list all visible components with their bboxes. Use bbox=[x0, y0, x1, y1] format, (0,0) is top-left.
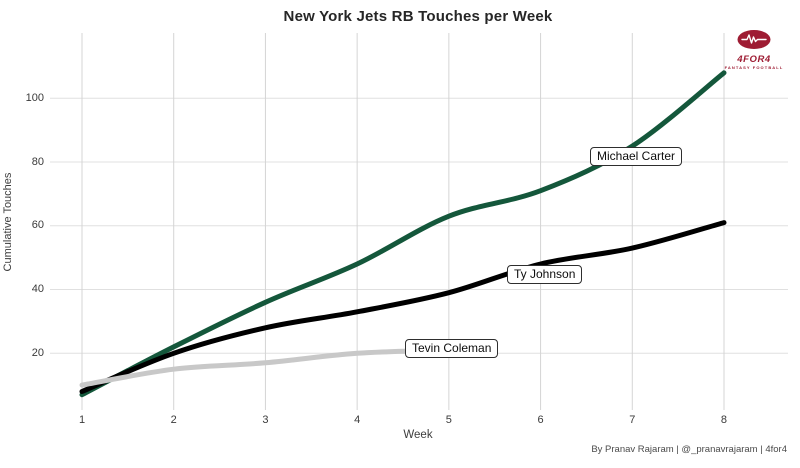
brand-logo: 4FOR4 FANTASY FOOTBALL bbox=[714, 29, 794, 70]
x-tick-label: 1 bbox=[78, 414, 86, 426]
series-line-ty-johnson bbox=[79, 220, 727, 394]
x-tick-label: 6 bbox=[537, 414, 544, 426]
h-gridlines bbox=[50, 97, 788, 354]
attribution-text: By Pranav Rajaram | @_pranavrajaram | 4f… bbox=[591, 444, 787, 455]
x-tick-label: 8 bbox=[720, 414, 728, 426]
series-label-michael-carter: Michael Carter bbox=[590, 147, 683, 166]
y-tick-label: 20 bbox=[31, 346, 44, 359]
brand-tagline: FANTASY FOOTBALL bbox=[724, 65, 784, 70]
series-line-michael-carter bbox=[79, 70, 727, 398]
football-icon bbox=[737, 30, 771, 49]
series-label-ty-johnson: Ty Johnson bbox=[507, 265, 583, 284]
x-tick-label: 2 bbox=[170, 414, 177, 426]
chart-title: New York Jets RB Touches per Week bbox=[283, 8, 553, 25]
y-tick-label: 80 bbox=[31, 155, 44, 168]
series-label-tevin-coleman: Tevin Coleman bbox=[405, 339, 499, 358]
x-tick-label: 3 bbox=[262, 414, 269, 426]
x-tick-label: 4 bbox=[354, 414, 361, 426]
y-tick-label: 60 bbox=[31, 219, 44, 232]
y-tick-label: 100 bbox=[25, 91, 44, 104]
brand-name: 4FOR4 bbox=[737, 54, 771, 65]
x-tick-label: 5 bbox=[445, 414, 452, 426]
x-tick-label: 7 bbox=[629, 414, 636, 426]
y-tick-label: 40 bbox=[31, 283, 44, 295]
x-axis-title: Week bbox=[403, 429, 433, 441]
series-line-tevin-coleman bbox=[79, 347, 452, 388]
